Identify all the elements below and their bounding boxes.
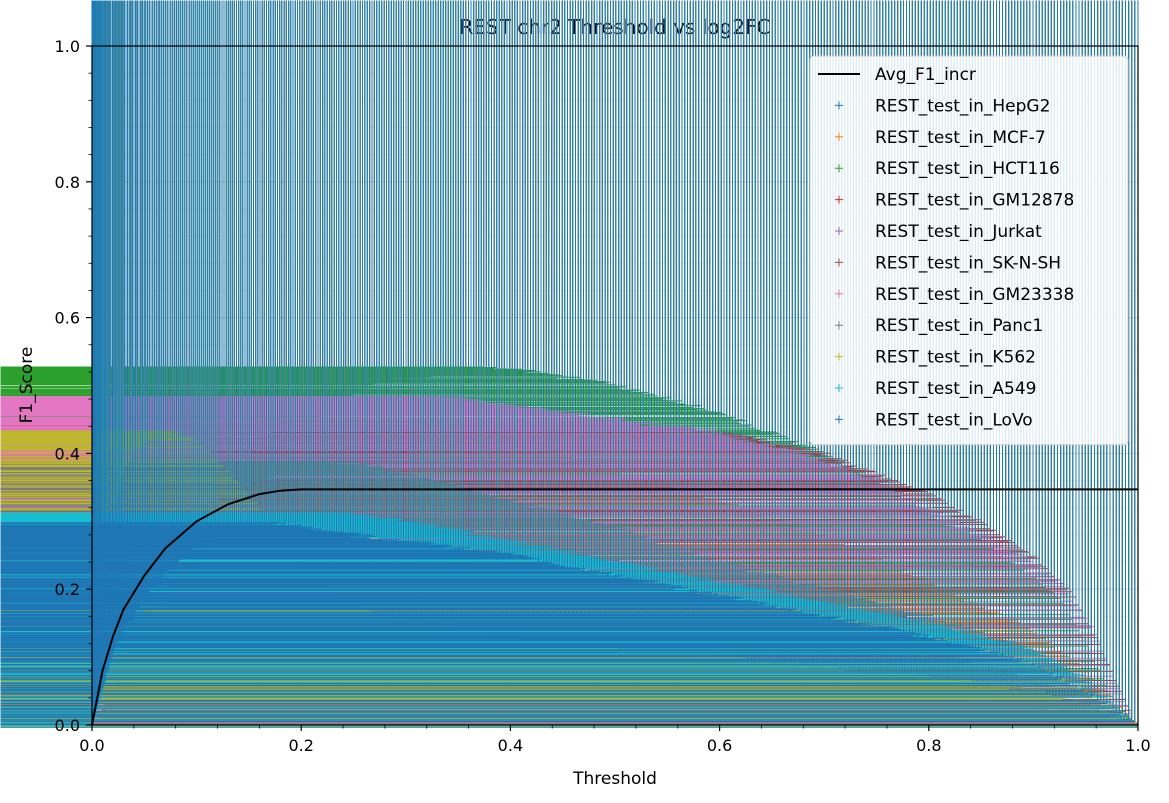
y-tick-label: 0.0	[55, 716, 80, 735]
x-tick-label: 0.6	[707, 736, 732, 755]
legend-label: REST_test_in_K562	[875, 348, 1036, 368]
legend-label: REST_test_in_MCF-7	[875, 128, 1046, 148]
y-tick-label: 1.0	[55, 37, 80, 56]
x-tick-label: 0.8	[916, 736, 941, 755]
legend-label: REST_test_in_GM12878	[875, 191, 1074, 211]
x-tick-label: 0.4	[498, 736, 523, 755]
x-tick-label: 0.0	[79, 736, 104, 755]
x-axis-label: Threshold	[572, 769, 657, 789]
legend-label: REST_test_in_Panc1	[875, 316, 1043, 336]
legend-label: REST_test_in_A549	[875, 379, 1036, 399]
legend-label: REST_test_in_HepG2	[875, 96, 1050, 116]
y-tick-label: 0.2	[55, 580, 80, 599]
x-tick-label: 0.2	[288, 736, 313, 755]
y-tick-label: 0.8	[55, 173, 80, 192]
plot-area	[0, 0, 1139, 728]
y-axis-label: F1_Score	[17, 347, 37, 424]
y-tick-label: 0.4	[55, 444, 80, 463]
legend-label: REST_test_in_LoVo	[875, 410, 1033, 430]
legend-label: Avg_F1_incr	[875, 65, 976, 85]
x-tick-label: 1.0	[1125, 736, 1150, 755]
legend-label: REST_test_in_SK-N-SH	[875, 253, 1061, 273]
legend-label: REST_test_in_HCT116	[875, 159, 1060, 179]
y-tick-label: 0.6	[55, 309, 80, 328]
legend: Avg_F1_incr REST_test_in_HepG2 REST_test_i…	[809, 55, 1129, 446]
legend-label: REST_test_in_GM23338	[875, 285, 1074, 305]
legend-label: REST_test_in_Jurkat	[875, 222, 1042, 242]
